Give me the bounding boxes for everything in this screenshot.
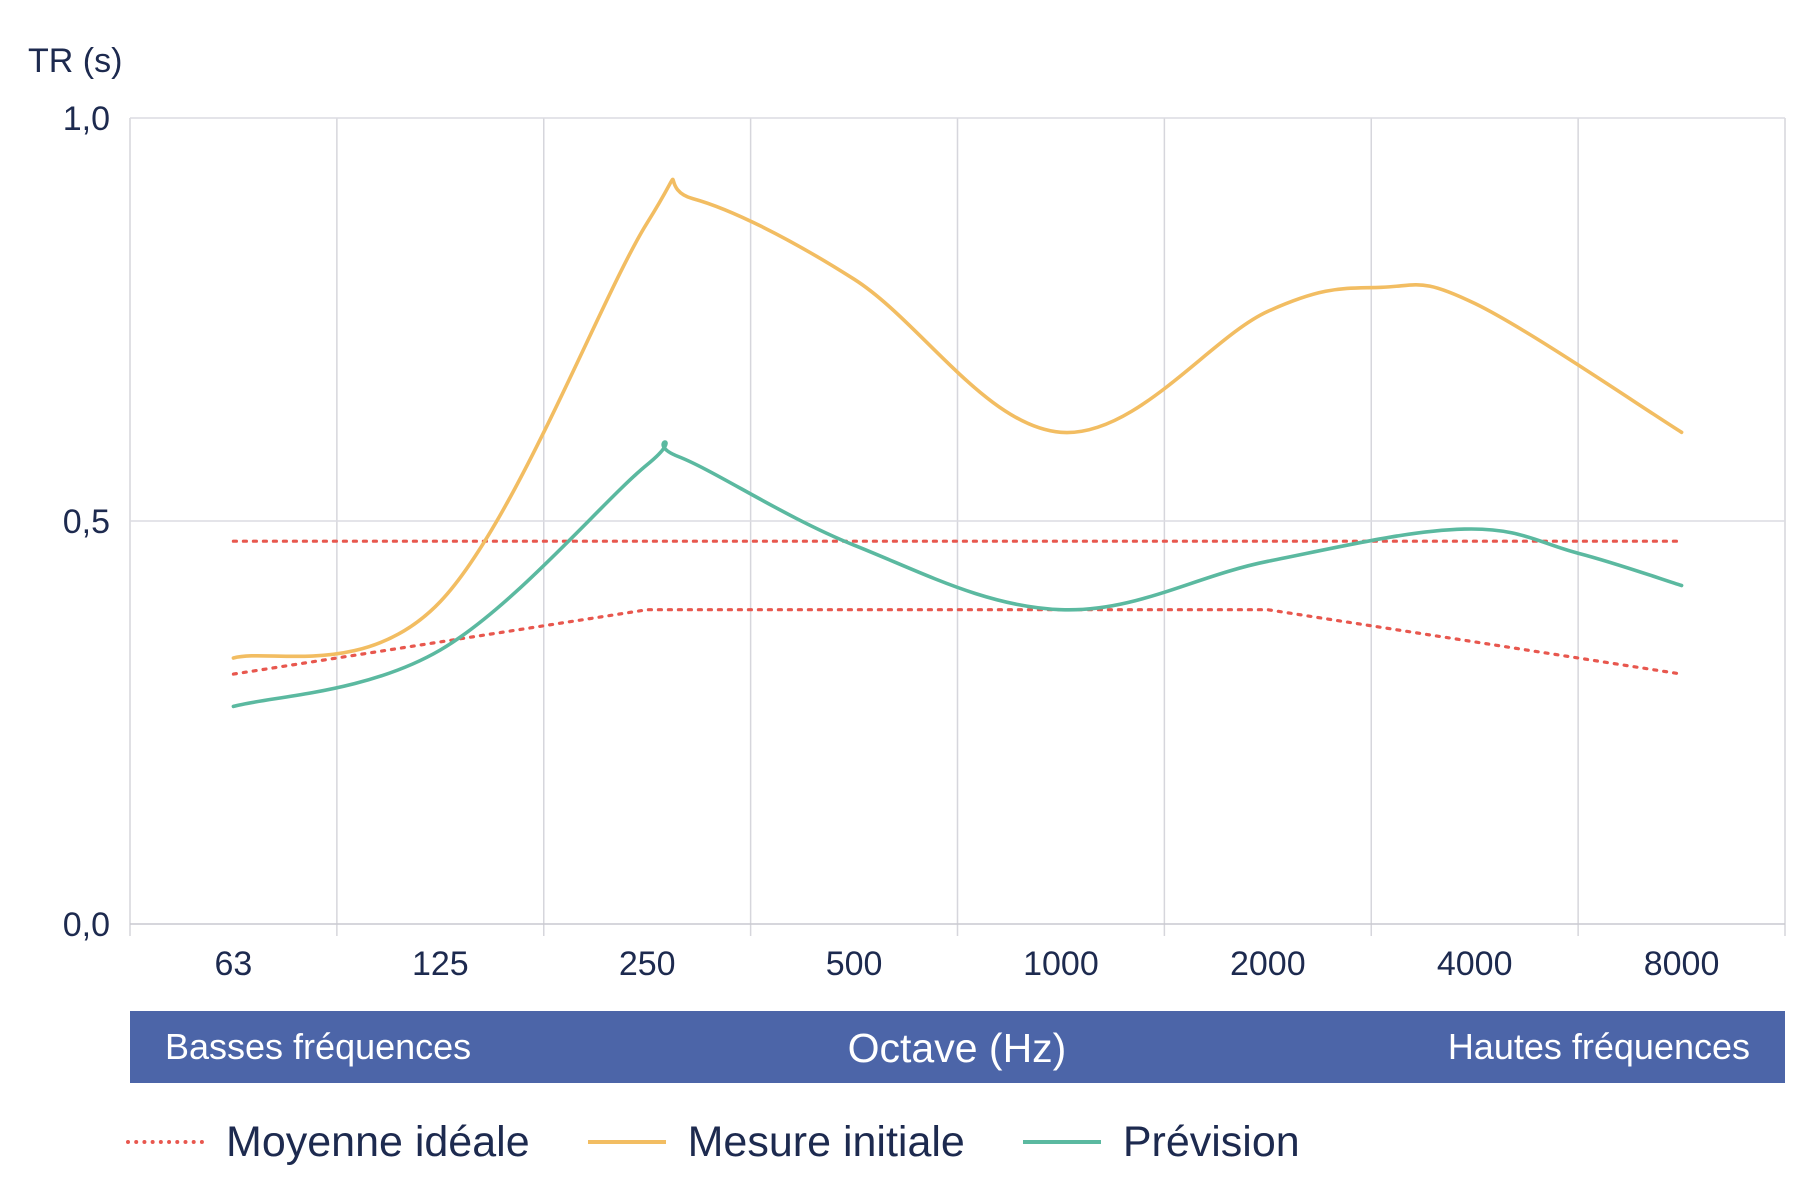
y-tick-label: 0,5 bbox=[63, 503, 110, 541]
y-axis-title: TR (s) bbox=[28, 42, 122, 80]
band-right-label: Hautes fréquences bbox=[1448, 1026, 1750, 1067]
axis-ticks: 0,0 0,5 1,0 63 125 250 500 1000 2000 4000 8000 bbox=[63, 100, 1720, 983]
series-prevision-line bbox=[231, 440, 1684, 709]
legend-label: Prévision bbox=[1122, 1117, 1300, 1166]
series-layer bbox=[231, 177, 1684, 709]
legend: Moyenne idéale Mesure initiale Prévision bbox=[126, 1112, 1358, 1172]
x-tick-label: 500 bbox=[826, 945, 883, 983]
legend-item-moyenne-ideale[interactable]: Moyenne idéale bbox=[126, 1118, 530, 1167]
band-left-label: Basses fréquences bbox=[165, 1026, 471, 1067]
x-tick-label: 2000 bbox=[1230, 945, 1306, 983]
grid bbox=[129, 117, 1786, 936]
x-tick-label: 125 bbox=[412, 945, 469, 983]
x-tick-label: 4000 bbox=[1437, 945, 1513, 983]
x-tick-label: 8000 bbox=[1644, 945, 1720, 983]
x-axis-title: Octave (Hz) bbox=[848, 1025, 1067, 1071]
x-tick-label: 63 bbox=[215, 945, 253, 983]
y-tick-label: 0,0 bbox=[63, 906, 110, 944]
legend-label: Mesure initiale bbox=[687, 1117, 965, 1166]
legend-swatch-solid-green bbox=[1022, 1140, 1101, 1144]
frequency-band-bar bbox=[130, 1011, 1785, 1083]
legend-item-mesure-initiale[interactable]: Mesure initiale bbox=[587, 1117, 965, 1167]
legend-swatch-solid-orange bbox=[587, 1140, 666, 1144]
legend-swatch-dotted bbox=[126, 1140, 204, 1144]
y-tick-label: 1,0 bbox=[63, 100, 110, 138]
x-tick-label: 1000 bbox=[1023, 945, 1099, 983]
x-tick-label: 250 bbox=[619, 945, 676, 983]
series-mesure-initiale-line bbox=[231, 177, 1684, 660]
legend-label: Moyenne idéale bbox=[226, 1117, 530, 1166]
legend-item-prevision[interactable]: Prévision bbox=[1022, 1117, 1300, 1167]
series-moyenne-ideale-line-2 bbox=[231, 608, 1684, 676]
